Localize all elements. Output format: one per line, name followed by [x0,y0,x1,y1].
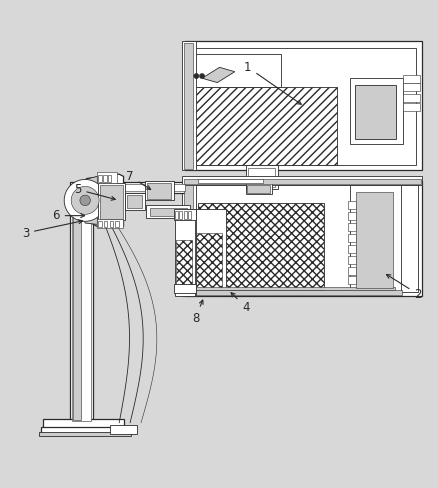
Text: 3: 3 [21,220,82,240]
Bar [188,290,401,295]
Bar [347,212,355,220]
Bar [72,189,91,421]
Bar [188,185,417,292]
Bar [347,245,355,253]
Bar [100,185,123,219]
Bar [146,205,189,218]
Bar [73,190,81,420]
Bar [98,183,125,220]
Bar [350,185,399,292]
Text: 5: 5 [74,183,115,200]
Text: 2: 2 [385,274,421,301]
Bar [347,234,355,242]
Bar [182,176,421,185]
Bar [97,219,122,228]
Bar [347,266,355,275]
Bar [354,85,395,139]
Bar [193,87,336,165]
Bar [347,256,355,264]
Bar [246,184,269,193]
Bar [176,240,192,292]
Circle shape [80,195,90,205]
Bar [402,83,419,91]
Bar [174,284,195,293]
Text: 8: 8 [191,300,203,325]
Bar [147,183,171,199]
Text: 1: 1 [244,61,300,104]
Bar [197,203,323,290]
Bar [402,94,419,102]
Bar [182,41,195,170]
Bar [193,233,221,290]
Circle shape [199,73,204,79]
Bar [188,48,415,165]
Text: 6: 6 [52,209,85,222]
Bar [115,221,118,227]
Bar [245,183,271,194]
Bar [350,78,402,143]
Bar [245,165,278,189]
Bar [184,181,421,296]
Bar [402,75,419,82]
Bar [145,181,173,201]
Polygon shape [201,67,234,82]
Bar [175,211,178,219]
Polygon shape [82,174,123,226]
Bar [197,180,262,183]
Circle shape [71,186,99,214]
Bar [108,175,111,183]
Bar [125,193,145,210]
Bar [110,221,113,227]
Bar [70,182,187,193]
Circle shape [193,73,198,79]
Bar [247,168,275,187]
Bar [184,179,420,184]
Bar [39,431,130,436]
Bar [104,221,107,227]
Bar [347,201,355,209]
Bar [179,211,182,219]
Bar [127,195,142,208]
Bar [193,54,280,87]
Bar [402,103,419,111]
Circle shape [64,180,106,222]
Text: 7: 7 [126,170,150,189]
Bar [149,208,186,216]
Bar [191,209,226,292]
Bar [41,427,127,434]
Bar [98,175,102,183]
Bar [184,41,421,170]
Bar [187,211,191,219]
Bar [184,43,193,168]
Bar [70,187,93,423]
Text: 4: 4 [230,293,249,314]
Bar [347,223,355,231]
Bar [175,209,194,296]
Bar [189,287,394,290]
Bar [174,209,195,220]
Bar [182,181,195,296]
Bar [72,184,185,191]
Bar [355,192,392,287]
Bar [98,221,102,227]
Bar [184,211,186,219]
Bar [43,419,123,431]
Bar [110,425,136,434]
Bar [103,175,106,183]
Polygon shape [82,176,97,224]
Bar [97,172,117,183]
Bar [347,276,355,284]
Bar [184,183,193,295]
